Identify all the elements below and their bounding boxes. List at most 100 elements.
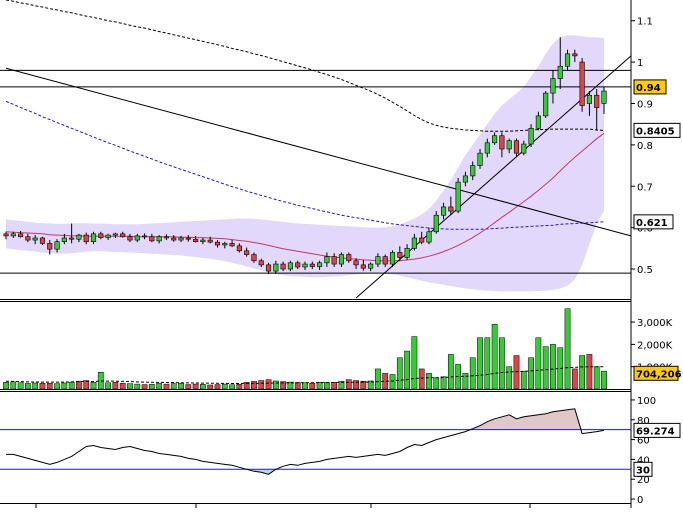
volume-bar-up (484, 337, 491, 390)
volume-bar-down (236, 384, 243, 390)
volume-bar-up (389, 374, 396, 390)
candle-up (411, 237, 417, 249)
candle-up (324, 256, 330, 264)
moving-average-blue (5, 100, 605, 230)
rsi-overbought-fill (6, 408, 604, 430)
rsi-tick-label: 20 (637, 475, 650, 486)
candle-up (54, 241, 60, 250)
rsi-tick-label: 100 (637, 396, 656, 407)
moving-average-long (5, 0, 605, 132)
volume-bar-up (272, 380, 279, 390)
candle-down (207, 239, 213, 243)
candle-down (25, 236, 31, 241)
volume-bar-up (302, 382, 308, 390)
volume-bar-up (550, 344, 556, 390)
candle-down (69, 237, 75, 240)
volume-bar-up (593, 366, 600, 390)
candle-up (404, 248, 410, 258)
candle-up (441, 206, 447, 216)
candle-up (134, 235, 140, 241)
volume-bar-up (469, 357, 476, 390)
candle-down (127, 236, 133, 241)
volume-bar-up (440, 376, 447, 390)
volume-bar-up (134, 383, 141, 390)
candle-down (499, 135, 505, 150)
volume-bar-up (90, 382, 97, 390)
candle-up (76, 234, 82, 240)
candle-down (214, 241, 221, 246)
rsi-badge-label: 69.274 (636, 426, 675, 437)
volume-bar-down (46, 382, 53, 390)
volume-bar-down (360, 380, 367, 390)
volume-bar-down (418, 368, 425, 390)
volume-bar-up (447, 354, 454, 390)
volume-bar-down (112, 382, 119, 390)
candle-down (258, 260, 264, 266)
volume-bar-down (265, 379, 272, 390)
volume-badge-label: 704,206 (636, 369, 682, 380)
candle-down (309, 263, 315, 267)
candle-up (433, 214, 439, 233)
candle-up (535, 115, 541, 129)
price-badge-price (633, 79, 667, 95)
candle-down (397, 252, 403, 258)
candle-up (557, 65, 563, 79)
volume-bar-up (564, 308, 571, 390)
volume-bar-up (221, 383, 228, 390)
rsi-badge (633, 461, 653, 477)
volume-bar-up (375, 368, 381, 390)
candle-up (273, 263, 279, 272)
candle-down (18, 233, 24, 238)
candle-up (222, 243, 228, 246)
volume-bar-up (324, 382, 330, 390)
candle-up (521, 143, 527, 154)
volume-bar-down (353, 380, 359, 390)
candle-up (200, 239, 206, 243)
candle-down (149, 236, 155, 242)
candle-down (572, 53, 578, 57)
volume-bar-down (214, 384, 221, 390)
candle-up (470, 165, 476, 177)
y-tick-label: 0.5 (637, 265, 653, 276)
volume-badge (633, 365, 679, 381)
candle-up (90, 233, 97, 243)
candle-up (112, 233, 118, 236)
volume-bar-down (185, 384, 192, 390)
y-tick-label: 0.9 (637, 99, 653, 110)
candle-down (579, 61, 585, 106)
candle-up (287, 262, 293, 270)
rsi-badge (633, 422, 681, 438)
candle-up (178, 237, 184, 241)
volume-bar-up (506, 366, 513, 390)
volume-bar-up (156, 383, 163, 390)
candle-down (331, 256, 337, 265)
candle-down (244, 250, 250, 255)
volume-bar-up (404, 350, 410, 390)
volume-bar-up (367, 380, 374, 390)
volume-bar-up (3, 382, 9, 390)
volume-tick-label: 2,000K (637, 340, 673, 351)
candle-down (236, 245, 242, 252)
candle-down (185, 237, 191, 240)
volume-bar-down (251, 381, 257, 390)
rsi-tick-label: 60 (637, 436, 650, 447)
candle-up (492, 135, 498, 144)
candle-up (477, 152, 483, 166)
volume-bar-up (462, 373, 469, 390)
candle-up (543, 92, 549, 117)
volume-bar-down (141, 384, 148, 390)
candle-down (353, 260, 359, 266)
price-badge-purple (633, 122, 681, 138)
volume-bar-up (477, 337, 483, 390)
volume-bar-up (542, 346, 549, 390)
candle-up (564, 53, 571, 67)
candle-down (280, 263, 286, 270)
volume-bar-up (338, 380, 345, 390)
volume-bar-down (207, 384, 214, 390)
candle-down (229, 243, 235, 247)
candle-up (506, 140, 512, 150)
candle-down (448, 206, 454, 212)
candle-up (484, 142, 490, 154)
